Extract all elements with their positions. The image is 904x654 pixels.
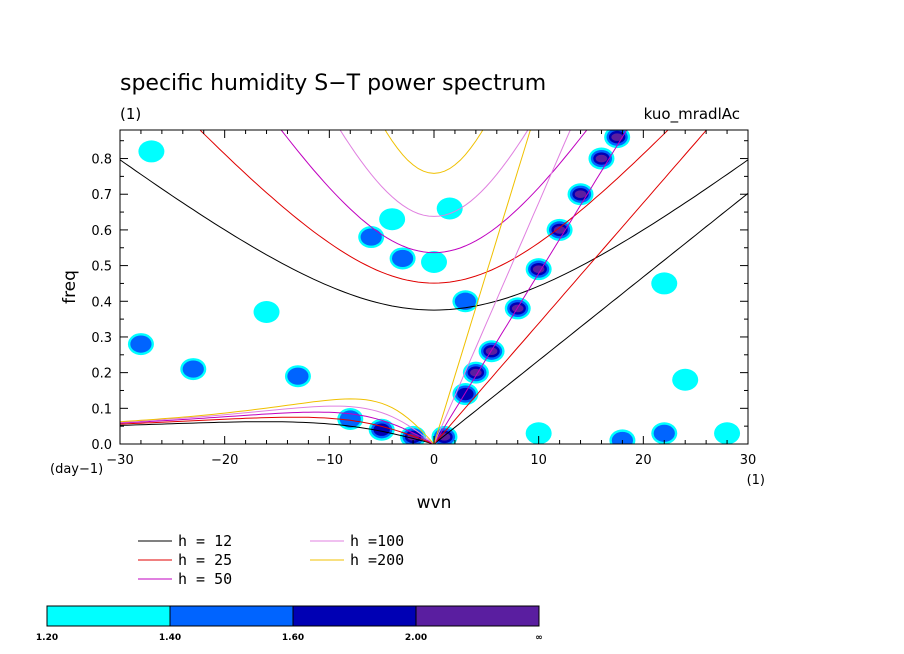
ig-curve-h200 bbox=[384, 130, 484, 174]
contour-blob-11-level-2 bbox=[373, 423, 390, 436]
rossby-curve-h200 bbox=[120, 398, 435, 444]
contour-blob-23-level-1 bbox=[611, 431, 633, 444]
contour-blob-18-level-0 bbox=[421, 251, 447, 274]
axis-ticks: −30 −20 −10 0 10 20 30 0.0 0.1 0.2 0.3 0.4 0.5 0.6 0.7… bbox=[91, 130, 756, 468]
kelvin-curve-h100 bbox=[433, 130, 571, 444]
contour-blob-8-level-2 bbox=[457, 387, 474, 401]
y-tick-label: 0.7 bbox=[91, 188, 112, 203]
y-tick-label: 0.1 bbox=[91, 402, 112, 417]
y-axis-label: freq bbox=[60, 270, 80, 304]
y-tick-label: 0.5 bbox=[91, 260, 112, 275]
legend-label-h25: h = 25 bbox=[178, 551, 232, 569]
contour-blob-21-level-1 bbox=[454, 292, 476, 310]
x-tick-label: −10 bbox=[316, 453, 343, 468]
contour-blob-19-level-0 bbox=[436, 197, 463, 220]
legend-label-h200: h =200 bbox=[350, 551, 404, 569]
colorbar-swatch-0 bbox=[46, 605, 171, 627]
colorbar: 1.20 1.40 1.60 2.00 ∞ bbox=[36, 605, 543, 643]
x-tick-label: −20 bbox=[211, 453, 238, 468]
y-tick-label: 0.6 bbox=[91, 224, 112, 239]
y-tick-label: 0.8 bbox=[91, 153, 112, 168]
legend-label-h50: h = 50 bbox=[178, 570, 232, 588]
rossby-curve-h50 bbox=[120, 411, 435, 444]
x-tick-label: 30 bbox=[740, 453, 757, 468]
colorbar-swatch-3 bbox=[415, 605, 540, 627]
contour-blob-4-level-3 bbox=[595, 154, 608, 163]
contour-blob-22-level-0 bbox=[525, 422, 552, 444]
y-unit-label: (day−1) bbox=[50, 462, 103, 477]
contour-blob-27-level-0 bbox=[253, 300, 280, 323]
x-tick-label: −30 bbox=[106, 453, 133, 468]
ig-curve-h100 bbox=[339, 130, 529, 217]
contour-blob-17-level-1 bbox=[392, 249, 414, 268]
contour-blob-15-level-1 bbox=[130, 335, 152, 353]
ig-curve-h50 bbox=[280, 130, 588, 254]
kelvin-curve-h12 bbox=[433, 192, 748, 444]
colorbar-label-4: ∞ bbox=[535, 633, 543, 643]
y-tick-label: 0.4 bbox=[91, 295, 112, 310]
ig-curve-h25 bbox=[199, 130, 669, 284]
contour-blob-20-level-0 bbox=[379, 208, 406, 231]
rossby-curve-h12 bbox=[120, 421, 435, 444]
x-tick-label: 0 bbox=[430, 453, 438, 468]
kelvin-curve-h200 bbox=[433, 130, 531, 444]
legend-label-h100: h =100 bbox=[350, 532, 404, 550]
colorbar-swatch-1 bbox=[169, 605, 294, 627]
x-axis-label: wvn bbox=[417, 493, 452, 513]
x-unit-label: (1) bbox=[747, 473, 765, 488]
x-tick-label: 10 bbox=[530, 453, 547, 468]
kelvin-curve-h25 bbox=[433, 130, 708, 444]
contour-blob-14-level-1 bbox=[182, 360, 204, 378]
y-tick-label: 0.0 bbox=[91, 438, 112, 453]
contour-blob-6-level-3 bbox=[485, 347, 498, 356]
contour-blob-25-level-0 bbox=[714, 422, 741, 444]
contour-blob-3-level-3 bbox=[574, 190, 587, 199]
y-tick-label: 0.3 bbox=[91, 331, 112, 346]
legend-label-h12: h = 12 bbox=[178, 532, 232, 550]
kelvin-curve-h50 bbox=[433, 130, 628, 444]
dispersion-curves-layer bbox=[120, 130, 748, 444]
chart-subtitle-left: (1) bbox=[120, 105, 141, 123]
contour-blob-2-level-3 bbox=[553, 226, 566, 234]
contour-blob-29-level-0 bbox=[672, 368, 699, 391]
contour-blob-26-level-0 bbox=[138, 140, 165, 163]
contour-blob-13-level-1 bbox=[287, 367, 309, 385]
rossby-curve-h100 bbox=[120, 405, 435, 444]
colorbar-label-3: 2.00 bbox=[405, 633, 427, 643]
chart-subtitle-right: kuo_mradlAc bbox=[644, 105, 740, 124]
rossby-curve-h25 bbox=[120, 416, 435, 444]
contour-blob-5-level-3 bbox=[611, 133, 623, 141]
contour-blob-16-level-1 bbox=[360, 228, 382, 246]
ig-curve-h12 bbox=[120, 159, 748, 311]
colorbar-label-1: 1.40 bbox=[159, 633, 181, 643]
contour-fill-layer bbox=[127, 130, 741, 444]
colorbar-swatch-2 bbox=[292, 605, 417, 627]
colorbar-label-0: 1.20 bbox=[36, 633, 58, 643]
y-tick-label: 0.2 bbox=[91, 367, 112, 382]
colorbar-label-2: 1.60 bbox=[282, 633, 304, 643]
x-tick-label: 20 bbox=[635, 453, 652, 468]
contour-blob-1-level-3 bbox=[532, 265, 545, 273]
chart-title: specific humidity S−T power spectrum bbox=[120, 71, 546, 96]
contour-blob-24-level-1 bbox=[653, 424, 675, 442]
contour-blob-28-level-0 bbox=[651, 272, 678, 295]
